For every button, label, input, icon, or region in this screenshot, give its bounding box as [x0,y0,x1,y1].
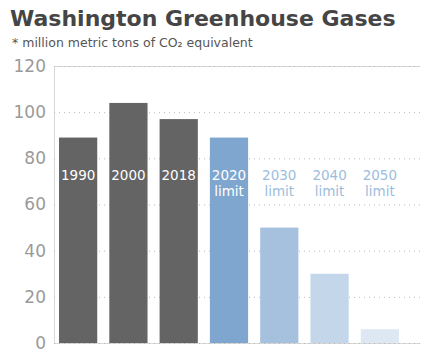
category-label-line: 2020 [212,167,246,183]
chart: Washington Greenhouse Gases * million met… [0,0,432,356]
subtitle: * million metric tons of CO₂ equivalent [12,35,253,50]
y-tick-label: 100 [14,102,46,122]
category-label: 2000 [111,167,145,183]
category-label-line: 2018 [162,167,196,183]
bar [160,119,198,343]
bar [210,138,248,343]
category-labels: 1990200020182020limit2030limit2040limit2… [61,167,397,199]
y-tick-label: 80 [24,148,46,168]
bar [109,103,147,343]
y-tick-label: 20 [24,287,46,307]
bars [59,103,399,343]
grid-line [54,112,420,113]
category-label-line: 1990 [61,167,95,183]
category-label-line: 2030 [262,167,296,183]
bar [310,274,348,343]
y-tick: 100 [14,102,420,122]
y-tick: 120 [14,56,420,76]
title: Washington Greenhouse Gases [10,6,396,31]
category-label: 2030limit [262,167,296,199]
category-label-line: 2040 [312,167,346,183]
y-tick-label: 60 [24,194,46,214]
category-label-line: 2000 [111,167,145,183]
category-label-line: limit [315,183,345,199]
y-tick-label: 120 [14,56,46,76]
y-axis-line [55,67,421,344]
y-tick-label: 40 [24,241,46,261]
y-axis: 020406080100120 [14,56,420,353]
grid-line [54,66,420,67]
bar [260,228,298,343]
category-label-line: limit [264,183,294,199]
category-label-line: limit [365,183,395,199]
category-label: 2020limit [212,167,246,199]
category-label: 2050limit [363,167,397,199]
category-label: 1990 [61,167,95,183]
category-label-line: 2050 [363,167,397,183]
bar [361,329,399,343]
grid-line [54,343,420,344]
bar [59,138,97,343]
category-label-line: limit [214,183,244,199]
category-label: 2018 [162,167,196,183]
category-label: 2040limit [312,167,346,199]
y-tick-label: 0 [35,333,46,353]
